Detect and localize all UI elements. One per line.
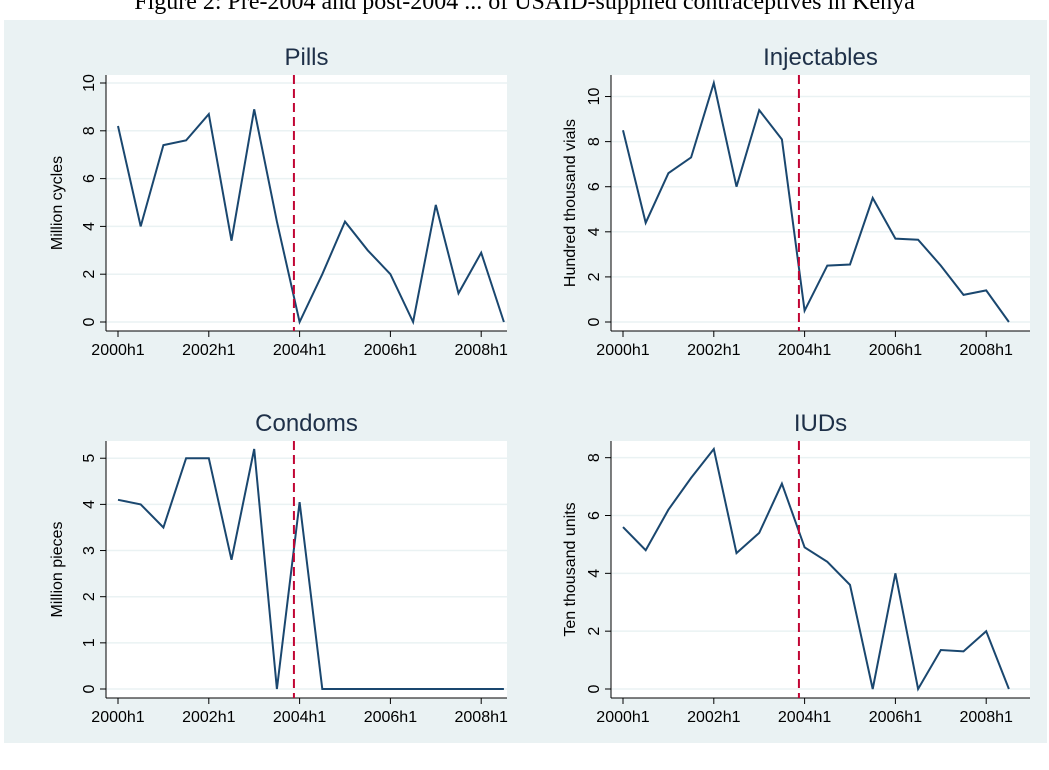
condoms-y-tick-label: 4 xyxy=(81,500,98,509)
injectables-y-tick-label: 4 xyxy=(586,227,603,236)
condoms-y-tick-label: 1 xyxy=(81,638,98,647)
injectables-x-tick-label: 2004h1 xyxy=(778,342,831,359)
injectables-y-tick-label: 6 xyxy=(586,182,603,191)
iuds-x-tick-label: 2008h1 xyxy=(960,709,1013,726)
injectables-y-tick-label: 0 xyxy=(586,317,603,326)
condoms-y-tick-label: 2 xyxy=(81,592,98,601)
condoms-x-tick-label: 2000h1 xyxy=(91,709,144,726)
iuds-y-axis-title: Ten thousand units xyxy=(562,502,579,636)
iuds-x-tick-label: 2002h1 xyxy=(687,709,740,726)
injectables-x-tick-label: 2000h1 xyxy=(596,342,649,359)
injectables-y-tick-label: 2 xyxy=(586,272,603,281)
iuds-title: IUDs xyxy=(794,410,847,437)
condoms-x-tick-label: 2004h1 xyxy=(273,709,326,726)
iuds-y-tick-label: 0 xyxy=(586,684,603,693)
injectables-x-tick-label: 2006h1 xyxy=(869,342,922,359)
injectables-plot-area xyxy=(611,75,1030,331)
injectables-series-line xyxy=(622,79,1010,323)
injectables-y-axis-title: Hundred thousand vials xyxy=(562,119,579,287)
iuds-plot-area xyxy=(611,441,1030,698)
pills-x-tick-label: 2000h1 xyxy=(91,342,144,359)
condoms-y-axis-title: Million pieces xyxy=(49,521,66,617)
iuds-x-tick-label: 2006h1 xyxy=(869,709,922,726)
pills-title: Pills xyxy=(284,44,328,71)
condoms-title: Condoms xyxy=(255,410,358,437)
pills-y-tick-label: 0 xyxy=(81,317,98,326)
condoms-series-line xyxy=(117,448,504,690)
condoms-y-tick-label: 5 xyxy=(81,454,98,463)
condoms-y-tick-label: 3 xyxy=(81,546,98,555)
pills-x-tick-label: 2006h1 xyxy=(364,342,417,359)
condoms-y-tick-label: 0 xyxy=(81,684,98,693)
iuds-y-tick-label: 4 xyxy=(586,569,603,578)
figure-caption: Figure 2: Pre-2004 and post-2004 ... of … xyxy=(134,0,915,15)
injectables-chart: 0 2 4 6 8 10 2000h1 2002h1 2004h1 2006h1 2008h1 Hun… xyxy=(562,44,1030,359)
pills-y-axis-title: Million cycles xyxy=(49,156,66,250)
condoms-x-tick-label: 2002h1 xyxy=(182,709,235,726)
pills-x-tick-label: 2008h1 xyxy=(455,342,508,359)
iuds-y-tick-label: 8 xyxy=(586,453,603,462)
pills-y-tick-label: 8 xyxy=(81,126,98,135)
injectables-x-tick-label: 2008h1 xyxy=(960,342,1013,359)
iuds-y-tick-label: 2 xyxy=(586,627,603,636)
injectables-y-tick-label: 8 xyxy=(586,137,603,146)
pills-y-tick-label: 6 xyxy=(81,174,98,183)
iuds-x-tick-label: 2000h1 xyxy=(596,709,649,726)
pills-y-tick-label: 2 xyxy=(81,270,98,279)
pills-series-line xyxy=(117,109,505,326)
pills-x-tick-label: 2002h1 xyxy=(182,342,235,359)
injectables-y-tick-label: 10 xyxy=(586,88,603,106)
iuds-x-tick-label: 2004h1 xyxy=(778,709,831,726)
pills-plot-area xyxy=(106,75,507,331)
injectables-x-tick-label: 2002h1 xyxy=(687,342,740,359)
pills-chart: 0 2 4 6 8 10 2000h1 2002h1 2004h1 2006h1 2008h1 Mil… xyxy=(49,44,508,359)
iuds-y-tick-label: 6 xyxy=(586,511,603,520)
condoms-chart: 0 1 2 3 4 5 2000h1 2002h1 2004h1 2006h1 2008h1 Mill… xyxy=(49,410,508,726)
condoms-plot-area xyxy=(106,441,507,698)
figure-panel: 0 2 4 6 8 10 2000h1 2002h1 2004h1 2006h1 2008h1 Mil… xyxy=(4,20,1047,743)
condoms-x-tick-label: 2006h1 xyxy=(364,709,417,726)
injectables-title: Injectables xyxy=(763,44,878,71)
pills-y-tick-label: 4 xyxy=(81,222,98,231)
pills-y-tick-label: 10 xyxy=(81,74,98,92)
iuds-series-line xyxy=(622,446,1010,692)
condoms-x-tick-label: 2008h1 xyxy=(455,709,508,726)
pills-x-tick-label: 2004h1 xyxy=(273,342,326,359)
iuds-chart: 0 2 4 6 8 2000h1 2002h1 2004h1 2006h1 2008h1 Ten t… xyxy=(562,410,1030,726)
